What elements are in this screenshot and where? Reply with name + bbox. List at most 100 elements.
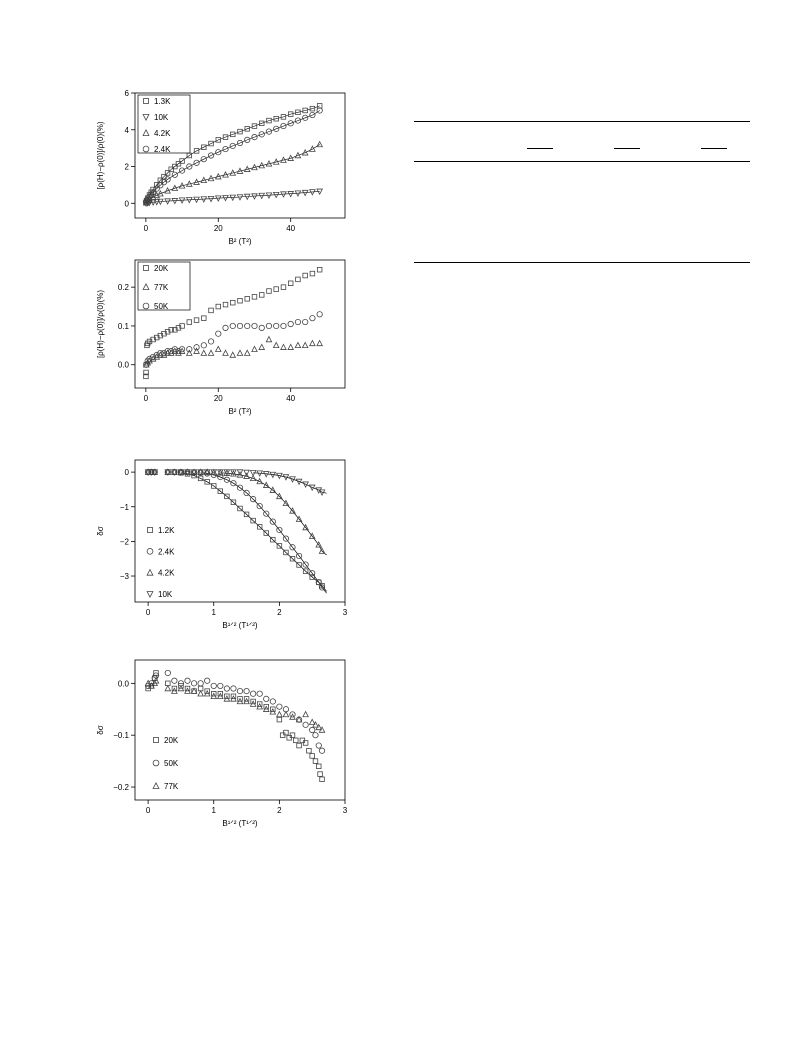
- data-point: [296, 742, 302, 749]
- data-point: [236, 167, 244, 174]
- data-point: [301, 148, 309, 156]
- data-point: [150, 186, 156, 193]
- data-point: [236, 469, 244, 476]
- data-point: [282, 710, 290, 718]
- data-point: [258, 343, 266, 350]
- data-point: [214, 172, 222, 180]
- series-77K: [142, 335, 324, 368]
- data-point: [156, 189, 164, 197]
- legend-marker: [153, 737, 159, 743]
- data-point: [185, 197, 193, 204]
- data-point: [301, 189, 309, 197]
- data-point: [143, 369, 149, 376]
- series-2.4K: [142, 107, 323, 206]
- data-point: [164, 170, 171, 176]
- data-point: [318, 584, 326, 591]
- data-point: [200, 196, 208, 203]
- data-point: [207, 349, 215, 356]
- data-point: [164, 469, 172, 476]
- data-point: [204, 688, 210, 694]
- conductance-low-temp-plot: 0 1 2 3 0 −1 −2 −3 B¹ᐟ² (T¹ᐟ²) δσ 1.2K 2.4K 4.2K 10K: [96, 459, 348, 630]
- data-point: [251, 123, 258, 129]
- data-point: [229, 194, 237, 202]
- data-point: [243, 165, 251, 172]
- data-point: [263, 530, 269, 536]
- data-point: [144, 357, 151, 364]
- data-point: [256, 470, 264, 477]
- y-axis-label: [ρ(H)−ρ(0)]/ρ(0)(%): [96, 290, 105, 358]
- data-point: [207, 174, 215, 182]
- data-point: [215, 149, 222, 156]
- data-point: [316, 311, 323, 318]
- y-tick-label: −0.1: [113, 731, 129, 740]
- y-tick-label: 6: [125, 89, 130, 98]
- data-point: [236, 697, 244, 705]
- legend-entry-2.4K: 2.4K: [146, 547, 175, 556]
- data-point: [171, 687, 178, 694]
- data-point: [146, 355, 153, 363]
- plot-frame: [134, 459, 346, 603]
- legend-label: 20K: [154, 264, 169, 273]
- data-point: [295, 715, 303, 723]
- data-point: [294, 318, 302, 326]
- data-point: [280, 114, 287, 120]
- data-point: [243, 349, 251, 356]
- data-point: [293, 737, 299, 744]
- legend-entry-77K: 77K: [152, 782, 179, 791]
- data-point: [151, 469, 159, 476]
- data-point: [223, 695, 231, 702]
- legend-label: 50K: [164, 759, 179, 768]
- data-point: [191, 472, 197, 479]
- data-point: [223, 685, 230, 692]
- data-point: [273, 116, 279, 122]
- y-tick-label: 0.0: [118, 679, 130, 688]
- series-10K: [144, 469, 326, 496]
- y-axis-label: [ρ(H)−ρ(0)]/ρ(0)(%): [96, 121, 105, 189]
- data-point: [201, 315, 207, 321]
- data-point: [250, 690, 257, 697]
- data-point: [193, 178, 200, 185]
- data-point: [214, 195, 222, 202]
- data-point: [280, 191, 287, 198]
- x-axis-label: B² (T²): [228, 407, 251, 416]
- data-point: [207, 195, 215, 203]
- data-point: [265, 335, 273, 343]
- data-point: [185, 180, 193, 187]
- legend-label: 4.2K: [158, 569, 175, 578]
- data-point: [316, 339, 324, 347]
- legend-marker: [143, 265, 149, 271]
- data-point: [309, 726, 316, 734]
- legend-entry-4.2K: 4.2K: [142, 129, 171, 138]
- data-point: [269, 698, 276, 705]
- data-point: [283, 729, 289, 736]
- data-point: [230, 480, 237, 487]
- data-point: [276, 710, 283, 718]
- data-point: [177, 469, 185, 476]
- x-tick-label: 40: [286, 394, 295, 403]
- data-point: [224, 493, 230, 500]
- data-point: [287, 154, 295, 161]
- data-point: [256, 524, 263, 530]
- y-tick-label: 0.2: [118, 283, 130, 292]
- data-point: [249, 474, 257, 482]
- data-point: [164, 669, 171, 677]
- data-point: [265, 192, 273, 199]
- data-point: [280, 343, 287, 350]
- data-point: [230, 470, 237, 477]
- legend-entry-2.4K: 2.4K: [142, 145, 171, 154]
- legend-entry-77K: 77K: [142, 283, 169, 292]
- data-point: [287, 280, 294, 286]
- y-tick-label: 0.0: [118, 361, 130, 370]
- table-bottom-rule: [414, 262, 750, 263]
- magnetoresistance-high-temp-plot: 0 20 40 0.0 0.1 0.2 B² (T²) [ρ(H)−ρ(0)]/ρ(0)(%)…: [96, 259, 346, 416]
- data-point: [276, 703, 283, 710]
- data-point: [308, 532, 316, 539]
- data-point: [237, 298, 243, 304]
- data-point: [164, 348, 171, 355]
- legend-entry-50K: 50K: [152, 759, 179, 768]
- data-point: [157, 182, 164, 189]
- data-point: [223, 476, 230, 483]
- data-point: [262, 471, 270, 478]
- data-point: [243, 472, 250, 479]
- data-point: [302, 481, 309, 489]
